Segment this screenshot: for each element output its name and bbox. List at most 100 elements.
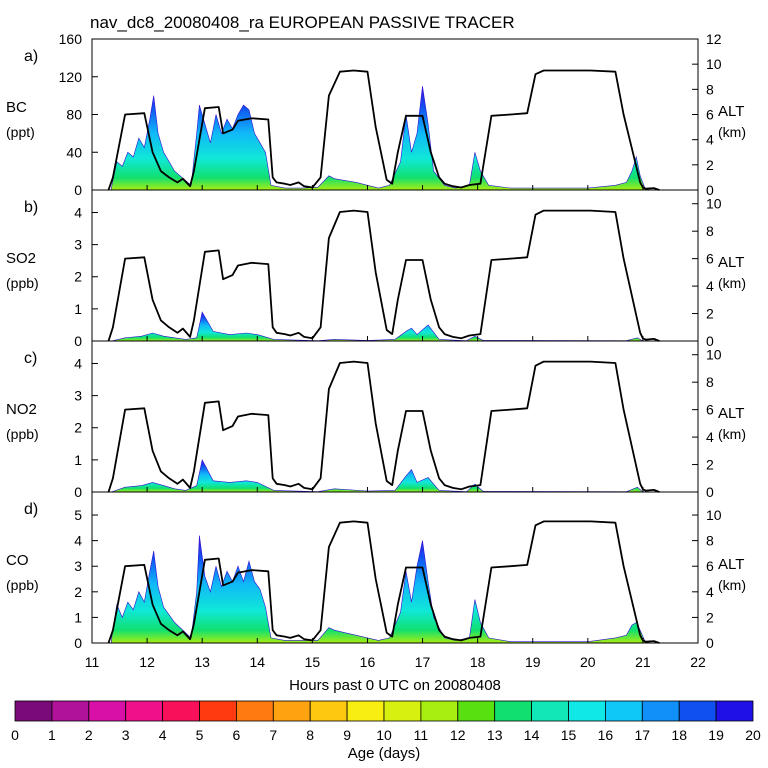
right-tick-label: 10 [706, 347, 722, 363]
altitude-line [107, 209, 660, 342]
right-axis-unit: (km) [718, 577, 746, 593]
figure-title: nav_dc8_20080408_ra EUROPEAN PASSIVE TRA… [90, 13, 515, 32]
colorbar-tick-label: 14 [524, 727, 540, 743]
panel-1: 0 40 80 120 160 0 2 4 6 8 10 12 a) BC (ppt) ALT (km) [6, 31, 746, 198]
right-tick-label: 10 [706, 507, 722, 523]
colorbar-tick-label: 10 [376, 727, 392, 743]
colorbar-tick-label: 2 [85, 727, 93, 743]
right-axis-unit: (km) [718, 275, 746, 291]
right-tick-label: 10 [706, 196, 722, 212]
right-tick-label: 0 [706, 333, 714, 349]
colorbar-swatch [605, 700, 643, 722]
right-tick-label: 6 [706, 107, 714, 123]
panel-3: 0 1 2 3 4 0 2 4 6 8 10 c) NO2 (ppb) ALT (km) [6, 340, 746, 500]
left-tick-label: 2 [74, 269, 82, 285]
colorbar-swatch [14, 700, 53, 722]
colorbar-swatch [51, 700, 90, 722]
left-tick-label: 4 [74, 204, 82, 220]
colorbar-swatch [568, 700, 606, 722]
colorbar-tick-label: 15 [561, 727, 577, 743]
right-tick-label: 4 [706, 584, 714, 600]
right-axis-label: ALT [718, 103, 744, 120]
right-tick-label: 0 [706, 484, 714, 500]
colorbar-tick-label: 0 [11, 727, 19, 743]
colorbar-label: Age (days) [348, 745, 421, 762]
left-tick-label: 3 [74, 558, 82, 574]
left-tick-label: 2 [74, 584, 82, 600]
colorbar-tick-label: 17 [635, 727, 651, 743]
x-tick-label: 20 [580, 654, 596, 670]
left-tick-label: 2 [74, 420, 82, 436]
panel-2: 0 1 2 3 4 0 2 4 6 8 10 b) SO2 (ppb) ALT (km) [6, 189, 746, 349]
altitude-line [107, 520, 660, 644]
x-tick-label: 16 [360, 654, 376, 670]
left-tick-label: 4 [74, 355, 82, 371]
colorbar-tick-label: 20 [745, 727, 761, 743]
right-tick-label: 8 [706, 81, 714, 97]
x-tick-label: 17 [415, 654, 431, 670]
right-tick-label: 4 [706, 132, 714, 148]
tracer-area [111, 311, 645, 342]
colorbar-tick-label: 11 [414, 727, 429, 743]
colorbar-swatch [309, 700, 348, 722]
colorbar-tick-label: 9 [343, 727, 351, 743]
x-tick-label: 15 [305, 654, 321, 670]
colorbar-swatch [346, 700, 385, 722]
right-axis-unit: (km) [718, 124, 746, 140]
left-tick-label: 160 [59, 31, 83, 47]
left-tick-label: 3 [74, 388, 82, 404]
x-axis: 11 12 13 14 15 16 17 18 19 20 21 22 Hours past 0 UTC… [85, 654, 706, 694]
colorbar-tick-label: 5 [196, 727, 204, 743]
left-tick-label: 5 [74, 507, 82, 523]
left-tick-label: 0 [74, 635, 82, 651]
altitude-line [107, 69, 660, 191]
colorbar-swatch [420, 700, 459, 722]
colorbar-tick-label: 1 [48, 727, 56, 743]
right-axis-label: ALT [718, 405, 744, 422]
left-axis-label: BC [6, 99, 27, 116]
left-axis-label: SO2 [6, 250, 36, 267]
colorbar-swatch [457, 700, 496, 722]
colorbar-swatch [641, 700, 680, 722]
right-tick-label: 8 [706, 374, 714, 390]
left-tick-label: 0 [74, 182, 82, 198]
panel-4: 0 1 2 3 4 5 0 2 4 6 8 10 d) CO (ppb) ALT (km) [6, 491, 746, 651]
right-tick-label: 6 [706, 402, 714, 418]
colorbar-tick-label: 3 [122, 727, 130, 743]
x-tick-label: 12 [139, 654, 155, 670]
left-axis-unit: (ppb) [6, 577, 39, 593]
left-axis-unit: (ppb) [6, 426, 39, 442]
panel-label: d) [24, 501, 38, 518]
right-tick-label: 12 [706, 31, 722, 47]
colorbar-tick-label: 4 [159, 727, 167, 743]
left-tick-label: 1 [74, 452, 82, 468]
tracer-area [111, 86, 647, 191]
right-tick-label: 4 [706, 278, 714, 294]
colorbar-tick-label: 6 [233, 727, 241, 743]
left-axis-label: CO [6, 552, 29, 569]
left-tick-label: 80 [66, 107, 82, 123]
panel-frame [91, 491, 699, 644]
x-tick-label: 18 [470, 654, 486, 670]
colorbar-swatch [235, 700, 274, 722]
colorbar-swatch [531, 700, 569, 722]
left-tick-label: 120 [59, 69, 83, 85]
x-tick-label: 21 [635, 654, 651, 670]
x-tick-label: 14 [249, 654, 265, 670]
right-tick-label: 2 [706, 457, 714, 473]
x-tick-label: 22 [690, 654, 706, 670]
colorbar-swatch [125, 700, 163, 722]
right-tick-label: 6 [706, 251, 714, 267]
left-tick-label: 0 [74, 333, 82, 349]
left-tick-label: 4 [74, 533, 82, 549]
colorbar-tick-label: 19 [708, 727, 724, 743]
right-tick-label: 4 [706, 429, 714, 445]
colorbar-swatch [272, 700, 311, 722]
left-axis-label: NO2 [6, 401, 37, 418]
colorbar-swatch [162, 700, 200, 722]
panel-label: a) [24, 48, 38, 65]
colorbar-tick-label: 7 [269, 727, 277, 743]
left-axis-unit: (ppt) [6, 124, 35, 140]
